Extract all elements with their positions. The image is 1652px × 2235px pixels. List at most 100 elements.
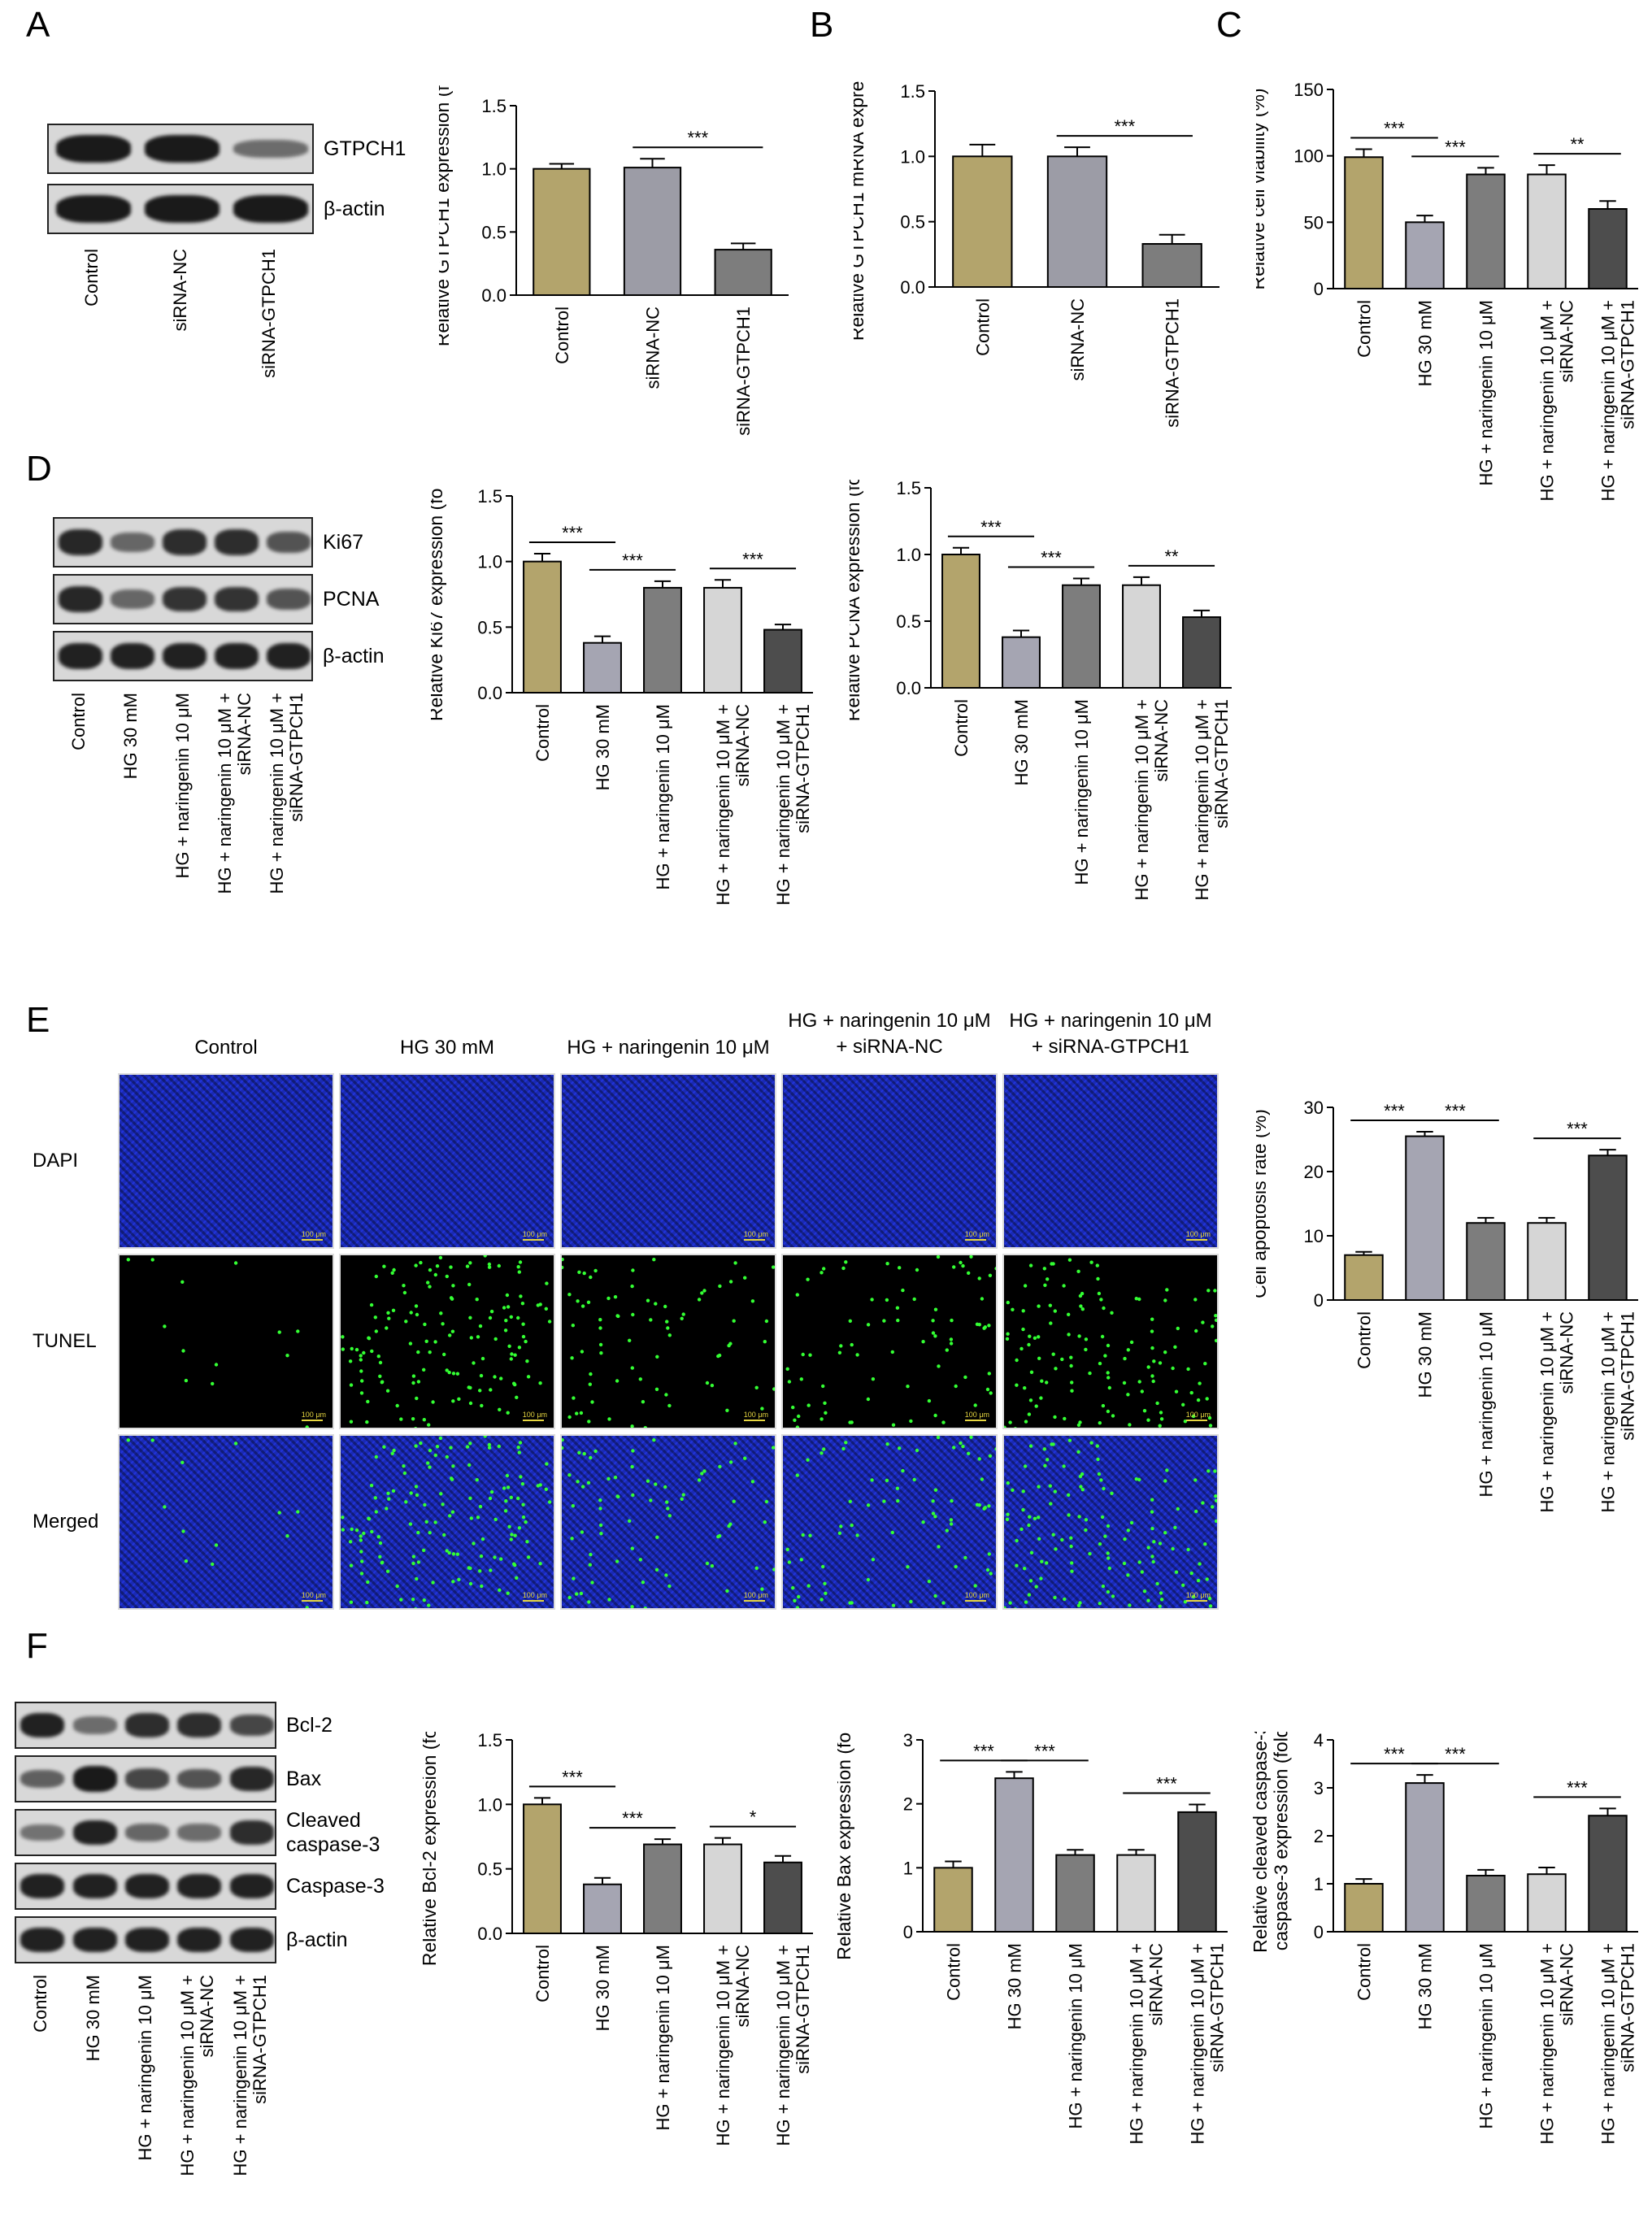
- blot-lane-label: Control: [68, 693, 89, 750]
- significance-label: *: [750, 1807, 757, 1828]
- bar: [1177, 1811, 1217, 1933]
- significance-label: ***: [1114, 116, 1135, 137]
- bar: [1405, 1782, 1445, 1933]
- x-tick-label-group: Control: [944, 1943, 964, 2001]
- scale-bar: 100 μm: [964, 1230, 989, 1241]
- scale-bar: 100 μm: [743, 1411, 768, 1421]
- blot-band: [20, 1769, 65, 1789]
- bar: [1122, 584, 1161, 689]
- x-tick-label: HG + naringenin 10 μM: [1476, 300, 1497, 486]
- significance-label: **: [1570, 134, 1585, 154]
- scale-bar: 100 μm: [743, 1230, 768, 1241]
- blot-lane-label: Control: [30, 1975, 51, 2033]
- x-tick-label: siRNA-GTPCH1: [1163, 298, 1183, 428]
- y-tick-label: 0: [1314, 1290, 1324, 1311]
- x-tick-label-group: HG + naringenin 10 μM +siRNA-GTPCH1: [1192, 699, 1232, 900]
- microscopy-image-tunel: 100 μm: [781, 1254, 998, 1429]
- x-tick-label-group: HG + naringenin 10 μM: [1072, 699, 1092, 885]
- blot-strip: [53, 631, 313, 681]
- bar: [714, 249, 772, 296]
- significance-label: ***: [1445, 1101, 1466, 1121]
- blot-band: [124, 1713, 170, 1737]
- x-tick-label-group: HG + naringenin 10 μM +siRNA-NC: [1537, 1311, 1577, 1513]
- significance-label: **: [1164, 546, 1179, 567]
- x-tick-label-group: siRNA-NC: [643, 307, 663, 389]
- x-tick-label: Control: [1354, 1311, 1375, 1369]
- scale-bar: 100 μm: [301, 1591, 326, 1602]
- bar: [1527, 1222, 1567, 1301]
- significance-label: ***: [562, 1767, 583, 1787]
- bar: [533, 167, 591, 296]
- bar-chart-apoptosis: 0 10 20 30 Cell apoptosis rate (%) Control HG …: [1256, 1098, 1638, 1513]
- x-tick-label-group: HG + naringenin 10 μM: [1476, 300, 1497, 486]
- blot-band: [229, 1766, 274, 1791]
- blot-strip: [15, 1916, 276, 1963]
- significance-label: ***: [1567, 1119, 1588, 1139]
- x-tick-label-group: HG 30 mM: [1415, 1943, 1436, 2029]
- blot-band: [20, 1873, 65, 1899]
- bar-chart-c: 0 50 100 150 Relative cell viability (%) Cont…: [1256, 81, 1638, 501]
- x-tick-label-group: HG + naringenin 10 μM +siRNA-NC: [713, 704, 753, 906]
- blot-band: [20, 1712, 65, 1738]
- blot-lane-label: HG 30 mM: [120, 693, 141, 780]
- y-tick-label: 0.0: [477, 683, 502, 703]
- x-tick-label-group: HG + naringenin 10 μM +siRNA-NC: [1127, 1943, 1167, 2145]
- y-tick-label: 0.5: [481, 222, 506, 242]
- blot-strip: [15, 1755, 276, 1802]
- blot-lane-label: HG + naringenin 10 μM + siRNA-NC: [177, 1975, 218, 2176]
- blot-band: [72, 1716, 117, 1734]
- blot-band: [59, 585, 102, 613]
- bar: [1588, 1815, 1628, 1933]
- microscopy-row-label: TUNEL: [33, 1330, 97, 1352]
- y-tick-label: 0.0: [900, 277, 925, 298]
- blot-band: [111, 642, 154, 670]
- blot-band: [20, 1927, 65, 1953]
- panel-letter-d: D: [26, 449, 52, 489]
- y-tick-label: 2: [1314, 1826, 1324, 1846]
- blot-band: [233, 139, 309, 159]
- x-tick-label: Control: [533, 1945, 553, 2002]
- y-axis-label: Relative cell viability (%): [1256, 89, 1268, 290]
- x-tick-label: Control: [944, 1943, 964, 2001]
- bar: [1466, 173, 1506, 289]
- x-tick-label: Control: [533, 704, 553, 762]
- bar: [1344, 156, 1384, 289]
- tunel-positive-cells: [562, 1437, 775, 1608]
- scale-bar: 100 μm: [301, 1230, 326, 1241]
- y-tick-label: 1.0: [481, 159, 506, 180]
- significance-label: ***: [1384, 1744, 1405, 1764]
- blot-band: [215, 586, 259, 612]
- bar: [1062, 584, 1101, 689]
- x-tick-label: HG + naringenin 10 μM +siRNA-NC: [1127, 1943, 1167, 2145]
- bar: [523, 560, 562, 694]
- x-tick-label-group: HG 30 mM: [1415, 1311, 1436, 1398]
- x-tick-label-group: HG 30 mM: [593, 704, 613, 790]
- bar: [1344, 1883, 1384, 1933]
- blot-band-label: Cleaved caspase-3: [286, 1809, 380, 1856]
- blot-band-label: Bax: [286, 1768, 322, 1790]
- tunel-positive-cells: [126, 1258, 309, 1428]
- x-tick-label-group: HG + naringenin 10 μM +siRNA-GTPCH1: [773, 704, 813, 905]
- significance-label: ***: [1445, 137, 1466, 157]
- blot-band: [267, 642, 311, 670]
- x-tick-label-group: siRNA-GTPCH1: [733, 307, 754, 436]
- y-tick-label: 1.0: [900, 146, 925, 167]
- microscopy-image-merged: 100 μm: [781, 1434, 998, 1610]
- x-tick-label: HG 30 mM: [593, 704, 613, 790]
- x-tick-label-group: HG + naringenin 10 μM: [653, 704, 673, 890]
- x-tick-label: HG 30 mM: [1415, 1943, 1436, 2029]
- blot-band: [177, 1713, 222, 1737]
- significance-label: ***: [622, 550, 643, 571]
- microscopy-row-label: Merged: [33, 1511, 99, 1533]
- y-axis-label: Relative Ki67 expression (fold): [431, 488, 446, 721]
- blot-band: [215, 642, 259, 670]
- y-tick-label: 0.5: [477, 617, 502, 637]
- blot-band: [111, 533, 154, 552]
- bar: [583, 1883, 622, 1934]
- x-tick-label-group: Control: [533, 704, 553, 762]
- blot-lane-label: HG 30 mM: [82, 1975, 103, 2062]
- y-tick-label: 0: [903, 1922, 913, 1942]
- blot-band-label: Bcl-2: [286, 1714, 333, 1737]
- significance-label: ***: [1041, 548, 1062, 568]
- bar: [1405, 221, 1445, 289]
